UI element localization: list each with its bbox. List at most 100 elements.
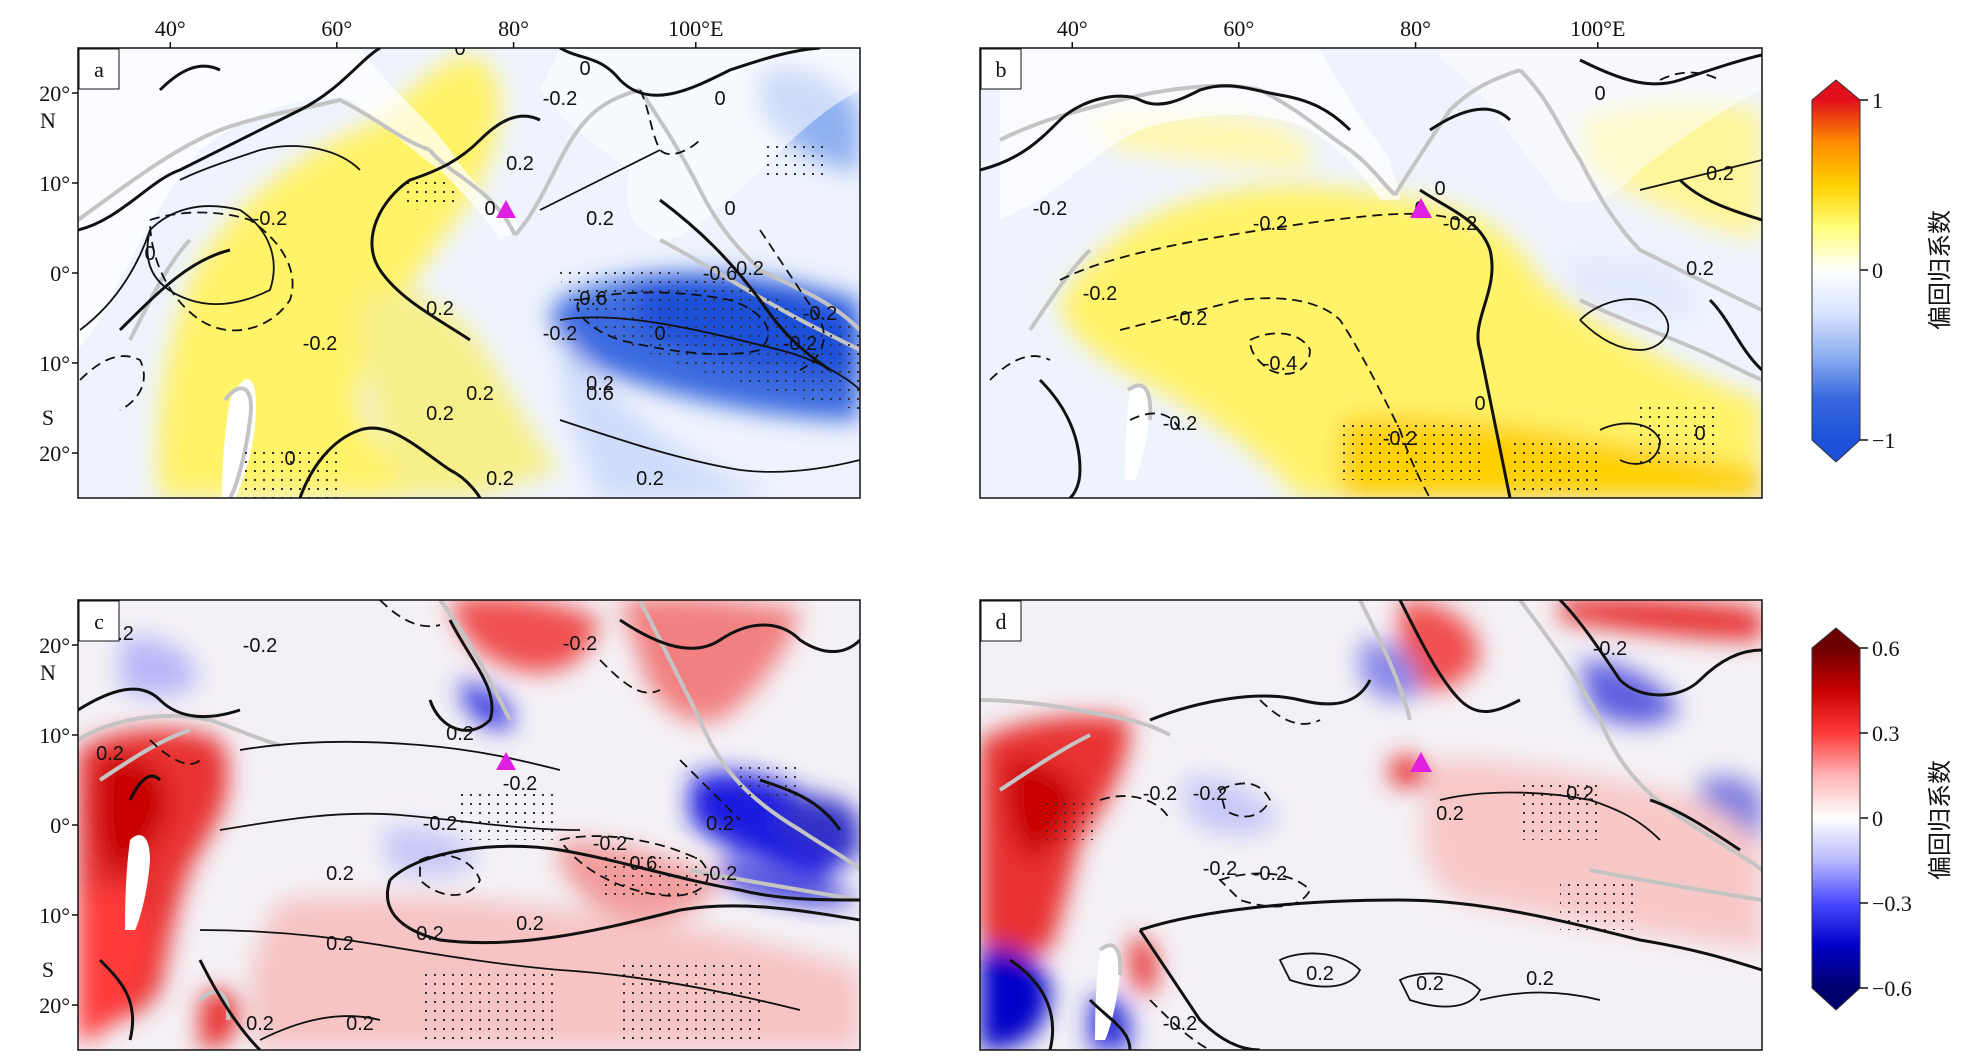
colorbar-top-ticks: 1 0 −1 bbox=[1860, 88, 1895, 453]
panel-c-label: c bbox=[94, 609, 104, 634]
y-tick-label: 20° bbox=[39, 633, 70, 658]
contour-label: -0.2 bbox=[1163, 1013, 1197, 1035]
panel-c-label-box bbox=[78, 600, 120, 642]
contour-label: -0.2 bbox=[1173, 308, 1207, 330]
colorbar-bottom-gradient bbox=[1812, 648, 1860, 988]
panel-d-contour-labels: -0.2 0.2 -0.2 -0.2 -0.2 -0.2 0.2 0.2 0.2 0.2 -0.2 bbox=[1143, 638, 1627, 1035]
y-tick-label: 10° bbox=[39, 723, 70, 748]
y-tick-label: N bbox=[40, 108, 56, 133]
panel-a-label-box bbox=[78, 48, 120, 90]
contour-label: 0.2 bbox=[516, 913, 544, 935]
colorbar-bottom-min-arrow bbox=[1812, 988, 1860, 1010]
contour-label: -0.6 bbox=[703, 263, 737, 285]
contour-label: 0.2 bbox=[326, 863, 354, 885]
contour-label: 0.2 bbox=[426, 298, 454, 320]
y-tick-label: 20° bbox=[39, 441, 70, 466]
contour-label: -0.2 bbox=[1033, 198, 1067, 220]
panel-d-label: d bbox=[996, 609, 1007, 634]
contour-label: 0.2 bbox=[426, 403, 454, 425]
axis-ticks: 40° 60° 80° 100°E20°N10°0°10°S20°40° 60° 80° 1… bbox=[39, 16, 1625, 1018]
contour-label: 0 bbox=[1694, 423, 1705, 445]
contour-label: 0 bbox=[284, 448, 295, 470]
contour-label: 0.6 bbox=[586, 383, 614, 405]
contour-label: -0.2 bbox=[1083, 283, 1117, 305]
contour-label: 0 bbox=[579, 58, 590, 80]
panel-b-frame bbox=[979, 47, 1763, 499]
x-tick-label: 60° bbox=[1223, 16, 1254, 41]
panel-b-field: -0.2 0 0 0 0.2 -0.2 -0.2 -0.2 -0.4 -0.2 0.2 -0.2 0 -0… bbox=[980, 48, 1762, 498]
contour-label: 0.2 bbox=[636, 468, 664, 490]
colorbar-bottom-ticks: 0.6 0.3 0 −0.3 −0.6 bbox=[1860, 636, 1912, 1001]
y-tick-label: 20° bbox=[39, 81, 70, 106]
contour-label: -0.2 bbox=[593, 833, 627, 855]
panel-b: -0.2 0 0 0 0.2 -0.2 -0.2 -0.2 -0.4 -0.2 0.2 -0.2 0 -0… bbox=[979, 47, 1763, 499]
contour-label: -0.2 bbox=[1593, 638, 1627, 660]
y-tick-label: 10° bbox=[39, 171, 70, 196]
y-tick-label: S bbox=[42, 405, 54, 430]
colorbar-tick-label: 0.3 bbox=[1872, 721, 1900, 746]
contour-label: 0.2 bbox=[326, 933, 354, 955]
contour-label: 0 bbox=[1594, 83, 1605, 105]
contour-label: -0.2 bbox=[1443, 213, 1477, 235]
contour-label: -0.6 bbox=[573, 288, 607, 310]
contour-label: 0 bbox=[1434, 178, 1445, 200]
contour-label: -0.2 bbox=[1253, 213, 1287, 235]
contour-label: 0.2 bbox=[466, 383, 494, 405]
panel-b-label-box bbox=[980, 48, 1022, 90]
contour-label: -0.6 bbox=[623, 853, 657, 875]
colorbar-bottom-max-arrow bbox=[1812, 628, 1860, 648]
station-marker-d bbox=[1410, 752, 1432, 772]
contour-label: 0 bbox=[714, 88, 725, 110]
contour-label: -0.2 bbox=[1253, 863, 1287, 885]
y-tick-label: 10° bbox=[39, 351, 70, 376]
contour-label: 0.2 bbox=[736, 258, 764, 280]
contour-label: 0.2 bbox=[96, 743, 124, 765]
panel-a: 00000000-0.2-0.2-0.20.20.2-0.20.20.2-0.2… bbox=[77, 47, 861, 499]
contour-label: 0.2 bbox=[416, 923, 444, 945]
colorbar-bottom-title: 偏回归系数 bbox=[1926, 760, 1954, 880]
contour-label: 0.2 bbox=[1436, 803, 1464, 825]
contour-label: 0.2 bbox=[446, 723, 474, 745]
contour-label: -0.2 bbox=[703, 863, 737, 885]
station-marker-a bbox=[496, 200, 516, 218]
contour-label: -0.2 bbox=[1193, 783, 1227, 805]
panel-a-contour-labels: 00000000-0.2-0.2-0.20.20.2-0.20.20.2-0.2… bbox=[144, 48, 837, 490]
contour-label: 0 bbox=[144, 243, 155, 265]
panel-b-label: b bbox=[996, 57, 1007, 82]
contour-label: 0.2 bbox=[1526, 968, 1554, 990]
panel-c: -0.20.20.2-0.20.2-0.2-0.20.2-0.2-0.6 -0.2… bbox=[77, 599, 861, 1051]
contour-label: 0.2 bbox=[586, 373, 614, 395]
panel-d-label-box bbox=[980, 600, 1022, 642]
contour-label: -0.2 bbox=[503, 773, 537, 795]
x-tick-label: 40° bbox=[1057, 16, 1088, 41]
contour-label: 0.2 bbox=[586, 208, 614, 230]
contour-label: 0.2 bbox=[1416, 973, 1444, 995]
contour-label: 0.2 bbox=[246, 1013, 274, 1035]
panel-d-frame bbox=[979, 599, 1763, 1051]
contour-label: 0 bbox=[484, 198, 495, 220]
y-tick-label: 20° bbox=[39, 993, 70, 1018]
colorbar-tick-label: 0.6 bbox=[1872, 636, 1900, 661]
contour-label: 0.2 bbox=[346, 1013, 374, 1035]
y-tick-label: N bbox=[40, 660, 56, 685]
panel-d-field: -0.2 0.2 -0.2 -0.2 -0.2 -0.2 0.2 0.2 0.2 0.2 -0.2 bbox=[980, 600, 1762, 1050]
colorbar-top-max-arrow bbox=[1812, 80, 1860, 100]
contour-label: -0.2 bbox=[563, 633, 597, 655]
contour-label: -0.2 bbox=[543, 323, 577, 345]
contour-label: -0.2 bbox=[1143, 783, 1177, 805]
y-tick-label: S bbox=[42, 957, 54, 982]
contour-label: 0.2 bbox=[1566, 783, 1594, 805]
contour-label: 0.2 bbox=[1686, 258, 1714, 280]
contour-label: 0.2 bbox=[506, 153, 534, 175]
contour-label: 0 bbox=[1474, 393, 1485, 415]
contour-label: 0.2 bbox=[706, 813, 734, 835]
colorbar-tick-label: −0.6 bbox=[1872, 976, 1912, 1001]
contour-label: 0.2 bbox=[1306, 963, 1334, 985]
contour-label: -0.4 bbox=[1263, 353, 1297, 375]
station-marker-c bbox=[496, 752, 516, 770]
colorbar-top: 1 0 −1 偏回归系数 bbox=[1811, 79, 1954, 463]
panel-a-label: a bbox=[94, 57, 104, 82]
y-tick-label: 10° bbox=[39, 903, 70, 928]
panel-c-field: -0.20.20.2-0.20.2-0.2-0.20.2-0.2-0.6 -0.2… bbox=[78, 600, 860, 1050]
